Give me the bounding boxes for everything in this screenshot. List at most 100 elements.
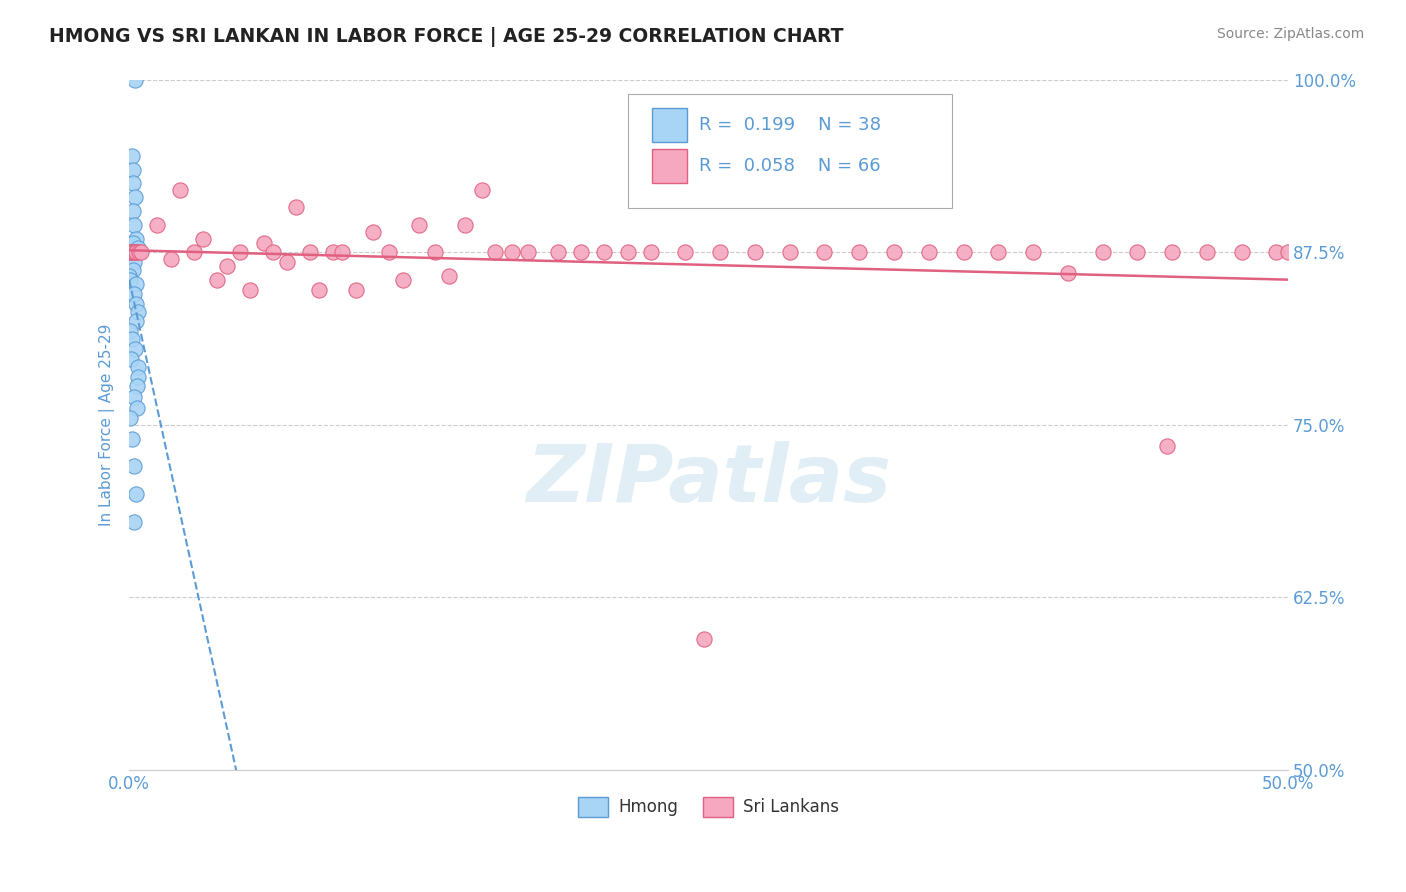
Point <box>118 245 141 260</box>
Point <box>122 459 145 474</box>
Point <box>423 245 446 260</box>
Point <box>121 432 143 446</box>
Point <box>122 245 145 260</box>
Point <box>118 324 141 338</box>
Point <box>253 235 276 250</box>
Point <box>616 245 638 260</box>
Point <box>183 245 205 260</box>
Point <box>122 255 145 269</box>
Point <box>848 245 870 260</box>
Point <box>207 273 229 287</box>
Point <box>1056 266 1078 280</box>
FancyBboxPatch shape <box>652 149 686 184</box>
Point <box>779 245 801 260</box>
Point <box>640 245 662 260</box>
Point <box>121 333 143 347</box>
Point <box>118 268 141 283</box>
Point <box>124 342 146 356</box>
Point <box>1161 245 1184 260</box>
Point <box>121 245 143 260</box>
Point <box>122 515 145 529</box>
Point <box>122 263 145 277</box>
Point <box>813 245 835 260</box>
Point <box>1195 245 1218 260</box>
Point <box>501 245 523 260</box>
Point <box>1265 245 1288 260</box>
Point <box>987 245 1010 260</box>
Point <box>146 218 169 232</box>
Point <box>1156 439 1178 453</box>
Point <box>744 245 766 260</box>
Text: ZIPatlas: ZIPatlas <box>526 442 891 519</box>
Point <box>547 245 569 260</box>
Point <box>122 286 145 301</box>
Point <box>125 277 148 292</box>
Point <box>125 245 148 260</box>
Point <box>121 204 143 219</box>
Point <box>361 225 384 239</box>
Point <box>952 245 974 260</box>
Point <box>128 245 150 260</box>
Point <box>437 268 460 283</box>
Point <box>120 411 142 425</box>
Point <box>160 252 183 267</box>
Point <box>122 391 145 405</box>
Point <box>169 183 191 197</box>
Point <box>122 162 145 177</box>
Point <box>675 245 697 260</box>
Point <box>124 73 146 87</box>
Point <box>215 260 238 274</box>
Point <box>121 245 143 260</box>
Point <box>344 283 367 297</box>
Point <box>120 273 142 287</box>
Point <box>262 245 284 260</box>
Point <box>125 245 148 260</box>
Point <box>124 314 146 328</box>
Point <box>1022 245 1045 260</box>
Text: R =  0.058    N = 66: R = 0.058 N = 66 <box>699 157 882 175</box>
Point <box>332 245 354 260</box>
Point <box>120 351 142 366</box>
Text: R =  0.199    N = 38: R = 0.199 N = 38 <box>699 116 882 134</box>
Point <box>125 296 148 310</box>
Point <box>127 359 149 374</box>
Text: HMONG VS SRI LANKAN IN LABOR FORCE | AGE 25-29 CORRELATION CHART: HMONG VS SRI LANKAN IN LABOR FORCE | AGE… <box>49 27 844 46</box>
Point <box>239 283 262 297</box>
Text: Source: ZipAtlas.com: Source: ZipAtlas.com <box>1216 27 1364 41</box>
Point <box>298 245 321 260</box>
Point <box>122 245 145 260</box>
Point <box>1277 245 1299 260</box>
Point <box>569 245 592 260</box>
Point <box>118 245 141 260</box>
Point <box>125 245 148 260</box>
Point <box>454 218 477 232</box>
Point <box>883 245 905 260</box>
Point <box>484 245 506 260</box>
Point <box>122 245 145 260</box>
Point <box>1126 245 1149 260</box>
Point <box>378 245 401 260</box>
Point <box>125 232 148 246</box>
Point <box>121 149 143 163</box>
Point <box>193 232 215 246</box>
Point <box>127 379 149 393</box>
Point <box>408 218 430 232</box>
Point <box>1230 245 1253 260</box>
Point <box>124 245 146 260</box>
Point <box>276 255 298 269</box>
Point <box>125 401 148 416</box>
Point <box>391 273 413 287</box>
Y-axis label: In Labor Force | Age 25-29: In Labor Force | Age 25-29 <box>100 324 115 526</box>
Point <box>121 177 143 191</box>
Point <box>122 245 145 260</box>
Point <box>1091 245 1114 260</box>
Point <box>127 305 149 319</box>
Point <box>285 200 308 214</box>
Point <box>127 369 149 384</box>
Point <box>470 183 492 197</box>
Point <box>127 241 149 255</box>
Point <box>122 218 145 232</box>
Point <box>918 245 941 260</box>
Point <box>120 245 142 260</box>
Point <box>125 487 148 501</box>
